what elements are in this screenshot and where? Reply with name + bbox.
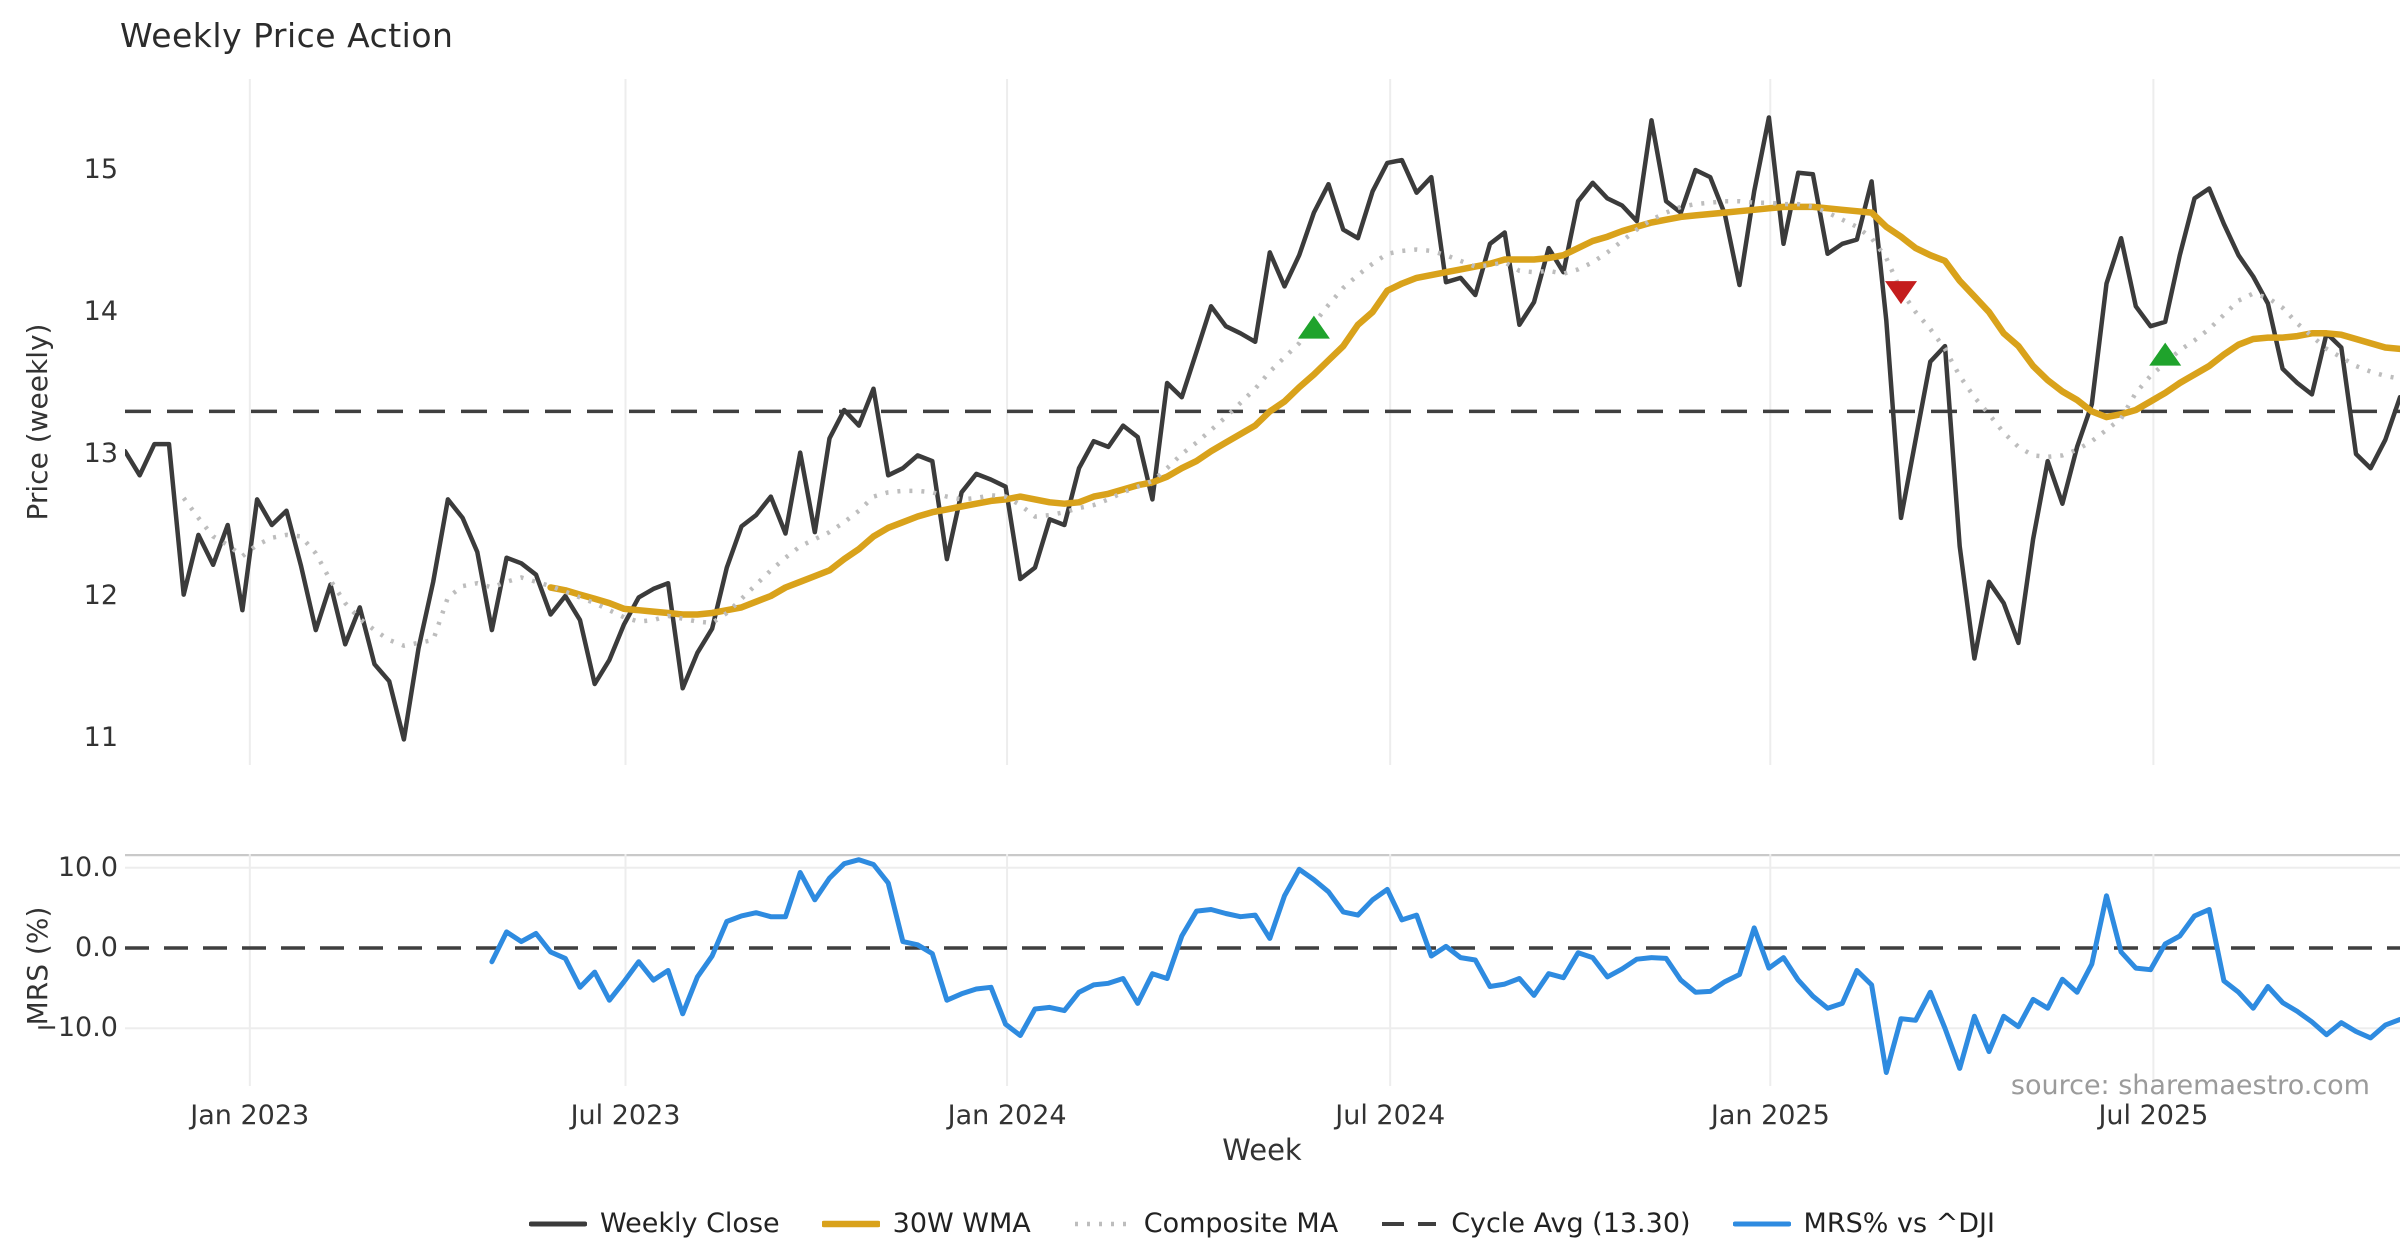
- price-panel-plot: [125, 79, 2400, 765]
- week-tick: Jan 2023: [190, 1100, 310, 1131]
- legend-item: Cycle Avg (13.30): [1380, 1208, 1691, 1239]
- legend-label: Composite MA: [1143, 1208, 1339, 1239]
- signal-marker-down: [1885, 281, 1917, 305]
- price-tick-12: 12: [83, 580, 118, 611]
- mrs-tick-−10.0: −10.0: [35, 1012, 118, 1044]
- legend-label: MRS% vs ^DJI: [1803, 1208, 1995, 1239]
- week-tick: Jul 2023: [570, 1100, 681, 1131]
- week-tick: Jul 2025: [2098, 1100, 2209, 1131]
- price-tick-13: 13: [83, 438, 118, 469]
- mrs-panel-plot: [125, 854, 2400, 1086]
- price-tick-14: 14: [83, 296, 118, 327]
- legend-item: Composite MA: [1073, 1208, 1338, 1239]
- price-tick-11: 11: [83, 722, 118, 753]
- legend-swatch-icon: [821, 1220, 880, 1227]
- signal-marker-up: [2149, 342, 2182, 366]
- legend-swatch-icon: [1382, 1221, 1437, 1226]
- legend-swatch-icon: [1732, 1221, 1791, 1226]
- week-tick: Jan 2025: [1710, 1100, 1830, 1131]
- signal-marker-up: [1297, 315, 1330, 339]
- week-tick: Jan 2024: [947, 1100, 1067, 1131]
- legend-item: MRS% vs ^DJI: [1732, 1208, 1995, 1239]
- legend-label: 30W WMA: [892, 1208, 1031, 1239]
- legend: Weekly Close 30W WMA Composite MA Cycle Avg…: [0, 1208, 2400, 1239]
- legend-item: 30W WMA: [821, 1208, 1031, 1239]
- source-note: source: sharemaestro.com: [2010, 1070, 2370, 1101]
- legend-swatch-icon: [529, 1221, 588, 1226]
- mrs-tick-0.0: 0.0: [75, 932, 118, 963]
- legend-swatch-icon: [1074, 1221, 1129, 1226]
- mrs-axis-title: MRS (%): [21, 906, 54, 1026]
- legend-label: Cycle Avg (13.30): [1451, 1208, 1691, 1239]
- week-tick: Jul 2024: [1335, 1100, 1446, 1131]
- legend-item: Weekly Close: [529, 1208, 780, 1239]
- week-axis-title: Week: [1222, 1133, 1302, 1167]
- price-tick-15: 15: [83, 154, 118, 185]
- mrs-tick-10.0: 10.0: [57, 851, 118, 883]
- chart-title: Weekly Price Action: [120, 16, 454, 55]
- price-axis-title: Price (weekly): [21, 323, 54, 521]
- legend-label: Weekly Close: [600, 1208, 780, 1239]
